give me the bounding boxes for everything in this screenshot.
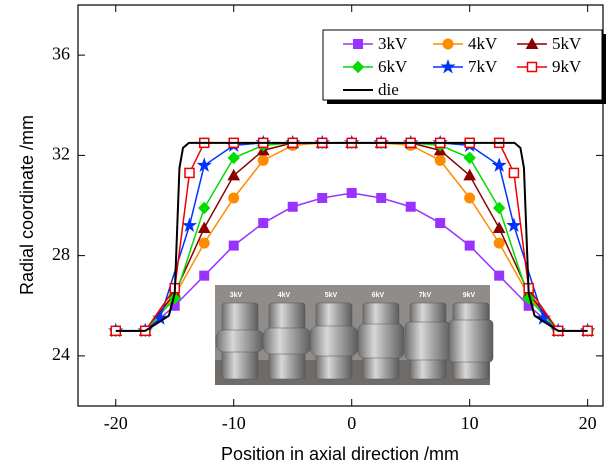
photo-tubes xyxy=(215,302,494,380)
marker xyxy=(525,37,539,49)
marker xyxy=(181,217,198,233)
marker xyxy=(346,187,357,198)
x-tick-label: -20 xyxy=(104,413,128,433)
marker xyxy=(227,151,240,165)
legend-label: 5kV xyxy=(552,34,582,53)
series xyxy=(115,141,588,332)
marker xyxy=(198,201,211,215)
marker xyxy=(258,218,269,229)
series-line xyxy=(115,141,588,332)
inset-label: 7kV xyxy=(419,292,432,299)
marker xyxy=(351,60,365,74)
marker xyxy=(526,61,538,73)
plot-frame xyxy=(77,4,604,407)
marker xyxy=(508,167,520,179)
legend-label: 6kV xyxy=(378,57,408,76)
marker xyxy=(199,270,210,281)
marker xyxy=(463,151,476,165)
marker xyxy=(442,38,454,50)
marker xyxy=(317,192,328,203)
marker xyxy=(227,168,241,181)
marker xyxy=(257,154,269,166)
x-tick-label: -10 xyxy=(222,413,246,433)
legend-label: 3kV xyxy=(378,34,408,53)
legend: 3kV 4kV 5kV 6kV 7kV 9kV die xyxy=(322,29,606,104)
legend-label: 9kV xyxy=(552,57,582,76)
marker xyxy=(464,240,475,251)
x-tick-label: 20 xyxy=(579,413,597,433)
marker xyxy=(184,167,195,179)
marker xyxy=(440,58,456,74)
marker xyxy=(494,270,505,281)
marker xyxy=(228,192,240,204)
inset-label: 9kV xyxy=(463,292,476,299)
inset-label: 5kV xyxy=(325,292,338,299)
marker xyxy=(492,201,506,215)
legend-label: 4kV xyxy=(468,34,498,53)
marker xyxy=(287,201,298,212)
marker xyxy=(493,237,505,249)
inset-label: 6kV xyxy=(372,292,385,299)
x-tick-label: 10 xyxy=(461,413,479,433)
y-tick-label: 36 xyxy=(52,43,70,63)
marker xyxy=(492,221,506,234)
marker xyxy=(228,240,239,251)
marker xyxy=(198,237,210,249)
marker xyxy=(506,217,522,233)
y-tick-label: 24 xyxy=(52,344,70,364)
legend-label: 7kV xyxy=(468,57,498,76)
inset-label: 3kV xyxy=(230,292,243,299)
marker xyxy=(435,218,446,229)
y-axis-label: Radial coordinate /mm xyxy=(17,115,37,295)
legend-label: die xyxy=(378,80,399,99)
marker xyxy=(376,192,387,203)
marker xyxy=(463,168,477,181)
inset-label: 4kV xyxy=(278,292,291,299)
marker xyxy=(353,39,363,49)
x-axis-label: Position in axial direction /mm xyxy=(221,444,459,464)
y-tick-label: 32 xyxy=(52,144,70,164)
inset-photo xyxy=(215,285,494,385)
marker xyxy=(196,157,212,172)
marker xyxy=(197,221,211,234)
marker xyxy=(491,157,507,172)
legend-box xyxy=(322,29,603,101)
marker xyxy=(464,192,476,204)
marker xyxy=(405,201,416,212)
marker xyxy=(434,154,446,166)
x-tick-label: 0 xyxy=(347,413,356,433)
y-tick-label: 28 xyxy=(52,244,70,264)
